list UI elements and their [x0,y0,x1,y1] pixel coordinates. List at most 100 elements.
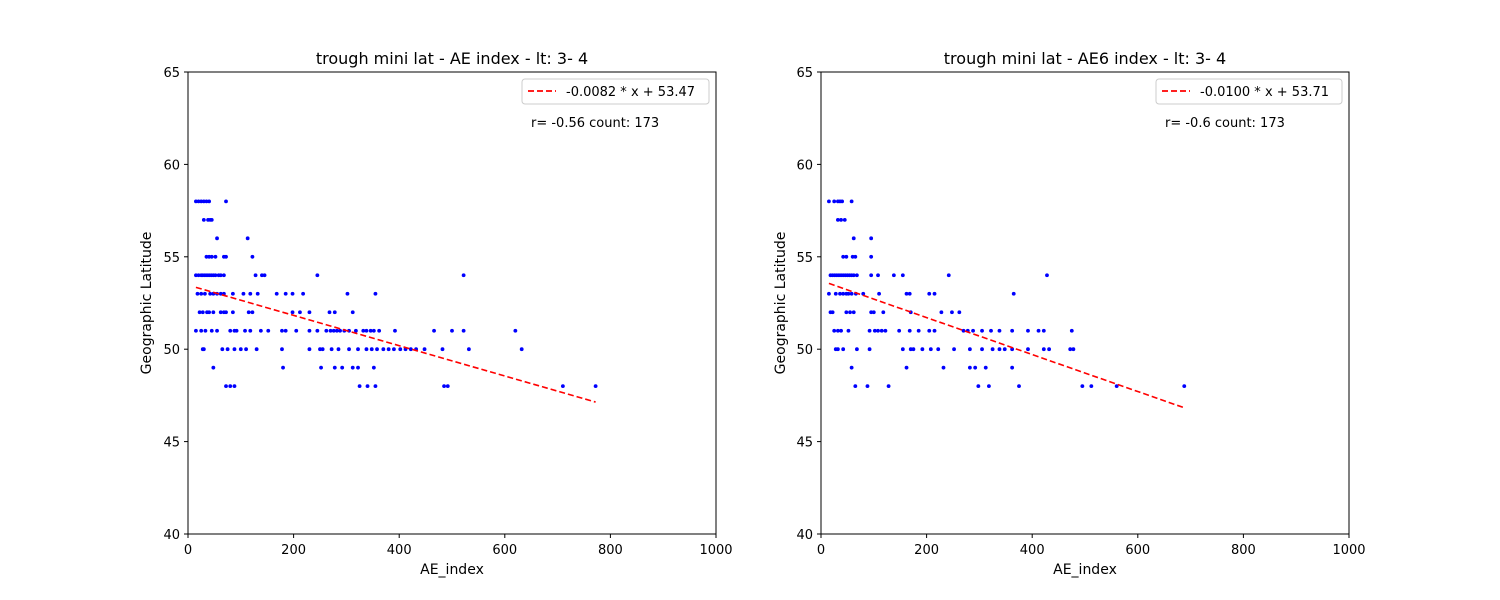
data-point [560,384,565,389]
data-point [222,273,226,278]
data-point [932,328,937,333]
data-point [838,291,842,296]
data-point [307,310,312,315]
y-tick-label: 50 [163,343,180,358]
data-point [936,347,941,352]
data-point [916,328,921,333]
data-point [883,328,888,333]
y-axis-label: Geographic Latitude [773,232,789,375]
data-point [238,347,243,352]
data-point [230,310,235,315]
data-point [867,328,872,333]
data-point [853,254,858,259]
data-point [258,328,263,333]
data-point [290,310,295,315]
data-point [442,384,446,389]
data-point [1071,347,1076,352]
data-point [260,273,264,278]
data-point [844,310,849,315]
data-point [957,310,962,315]
data-point [332,365,337,370]
data-point [849,365,854,370]
data-point [274,291,279,296]
data-point [319,365,323,370]
data-point [1010,347,1015,352]
data-point [422,347,427,352]
y-tick-label: 60 [163,158,180,173]
data-point [215,236,219,241]
x-axis-ticks: 0 200 400 600 800 1000 [184,534,733,558]
data-point [202,291,207,296]
data-point [218,310,223,315]
data-point [398,347,403,352]
data-point [228,328,233,333]
data-point [244,347,248,352]
data-point [201,217,206,222]
data-point [839,328,843,333]
fit-line-layer [828,282,1185,409]
data-point [246,310,251,315]
data-point [248,328,253,333]
data-point [445,384,450,389]
y-tick-label: 40 [163,528,180,543]
legend: -0.0082 * x + 53.47 [521,78,710,105]
data-point [842,217,847,222]
data-point [280,347,284,352]
legend-box [1155,78,1343,105]
data-point [833,291,838,296]
data-point [281,365,285,370]
data-point [200,310,205,315]
data-point [876,328,880,333]
data-point [861,291,866,296]
fit-line [195,286,596,403]
data-point [234,328,239,333]
data-point [201,199,206,204]
data-point [1041,347,1046,352]
y-tick-label: 55 [163,251,180,266]
data-point [371,328,376,333]
data-point [245,236,250,241]
data-point [869,273,874,278]
data-point [850,254,855,259]
data-point [869,254,874,259]
data-point [315,273,320,278]
data-point [357,384,362,389]
legend-label: -0.0082 * x + 53.47 [566,85,695,100]
data-point [827,199,831,204]
data-point [255,291,260,296]
data-point [328,328,333,333]
data-point [196,273,201,278]
data-point [849,291,854,296]
data-point [855,347,859,352]
data-point [386,347,391,352]
data-point [213,254,218,259]
data-point [283,328,288,333]
data-point [832,199,837,204]
data-point [1026,328,1030,333]
data-point [841,347,846,352]
x-tick-label: 600 [1125,543,1150,558]
data-point [440,347,445,352]
legend-label: -0.0100 * x + 53.71 [1200,85,1329,100]
data-point [224,199,228,204]
data-point [967,347,972,352]
data-point [315,328,320,333]
data-point [900,273,905,278]
data-point [876,273,880,278]
data-point [218,273,223,278]
x-tick-label: 600 [492,543,517,558]
x-tick-label: 200 [914,543,939,558]
data-point [340,365,345,370]
y-tick-label: 65 [163,66,180,81]
data-point [928,347,933,352]
data-point [950,310,954,315]
y-axis-ticks: 40 45 50 55 60 65 [163,66,188,543]
data-point [869,236,874,241]
legend: -0.0100 * x + 53.71 [1155,78,1343,105]
data-point [897,328,902,333]
data-point [354,328,358,333]
data-point [450,328,454,333]
data-point [849,199,854,204]
data-point [932,291,937,296]
data-point [891,273,896,278]
